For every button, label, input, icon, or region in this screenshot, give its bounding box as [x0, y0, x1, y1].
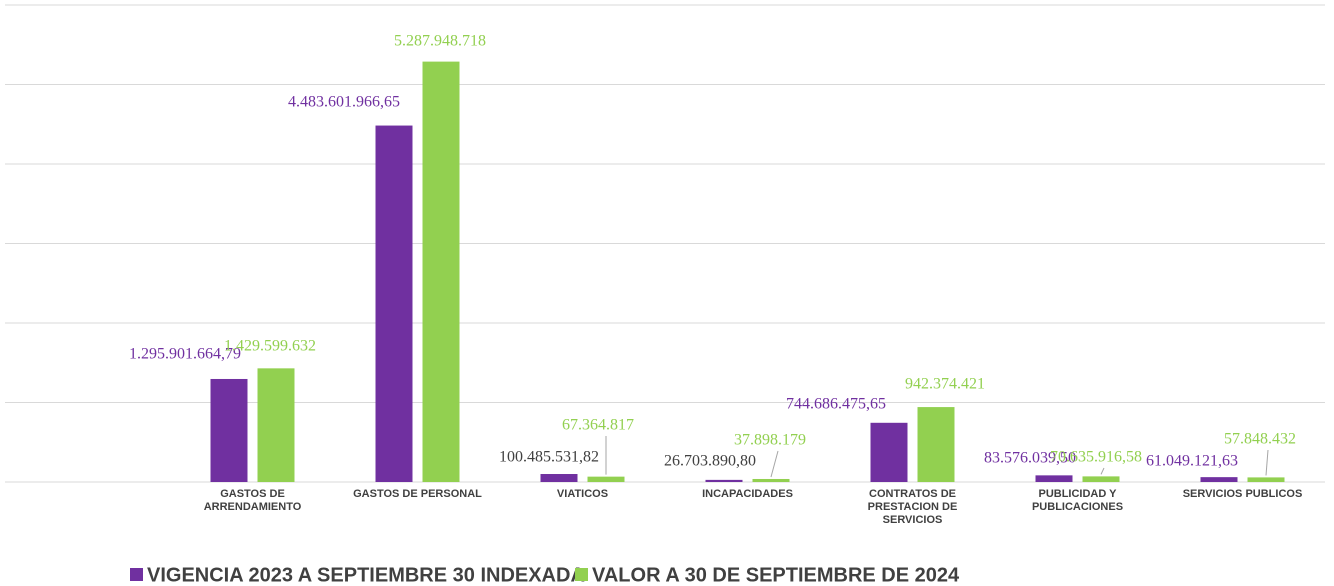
data-label: 100.485.531,82: [499, 449, 599, 466]
bar: [752, 478, 790, 482]
data-label: 61.049.121,63: [1146, 453, 1238, 470]
data-label: 744.686.475,65: [786, 396, 886, 413]
bar: [917, 407, 955, 482]
bar: [1200, 477, 1238, 482]
bar: [1082, 476, 1120, 482]
legend-label: VIGENCIA 2023 A SEPTIEMBRE 30 INDEXADA: [147, 564, 585, 586]
data-label: 70.635.916,58: [1050, 449, 1142, 466]
data-label: 26.703.890,80: [664, 453, 756, 470]
data-label: 1.295.901.664,79: [129, 346, 241, 363]
bar: [870, 422, 908, 482]
data-label: 5.287.948.718: [394, 33, 486, 50]
bar: [1035, 475, 1073, 482]
bar: [257, 368, 295, 482]
x-tick-label: INCAPACIDADES: [702, 488, 793, 500]
legend-label: VALOR A 30 DE SEPTIEMBRE DE 2024: [592, 564, 960, 586]
leader-line: [1100, 467, 1105, 475]
x-tick-label: CONTRATOS DE PRESTACION DE SERVICIOS: [867, 488, 958, 526]
data-label: 67.364.817: [562, 417, 634, 434]
x-tick-label: GASTOS DE PERSONAL: [353, 488, 482, 500]
bar: [540, 474, 578, 482]
bar: [210, 378, 248, 482]
bar: [1247, 477, 1285, 482]
legend-marker: [575, 568, 588, 581]
x-tick-label: PUBLICIDAD Y PUBLICACIONES: [1031, 488, 1124, 513]
x-tick-label: GASTOS DE ARRENDAMIENTO: [203, 488, 302, 513]
legend-marker: [130, 568, 143, 581]
data-label: 1.429.599.632: [224, 338, 316, 355]
bar: [705, 479, 743, 482]
leader-line: [770, 450, 779, 478]
data-label: 37.898.179: [734, 432, 806, 449]
bar: [422, 61, 460, 482]
leader-line: [1265, 449, 1269, 476]
data-label: 942.374.421: [905, 376, 985, 393]
x-tick-label: VIATICOS: [556, 488, 609, 500]
x-tick-label: SERVICIOS PUBLICOS: [1182, 488, 1303, 500]
data-label: 4.483.601.966,65: [288, 94, 400, 111]
bar: [587, 476, 625, 482]
data-label: 57.848.432: [1224, 431, 1296, 448]
data-label: 83.576.039,50: [984, 450, 1076, 467]
bar: [375, 125, 413, 482]
